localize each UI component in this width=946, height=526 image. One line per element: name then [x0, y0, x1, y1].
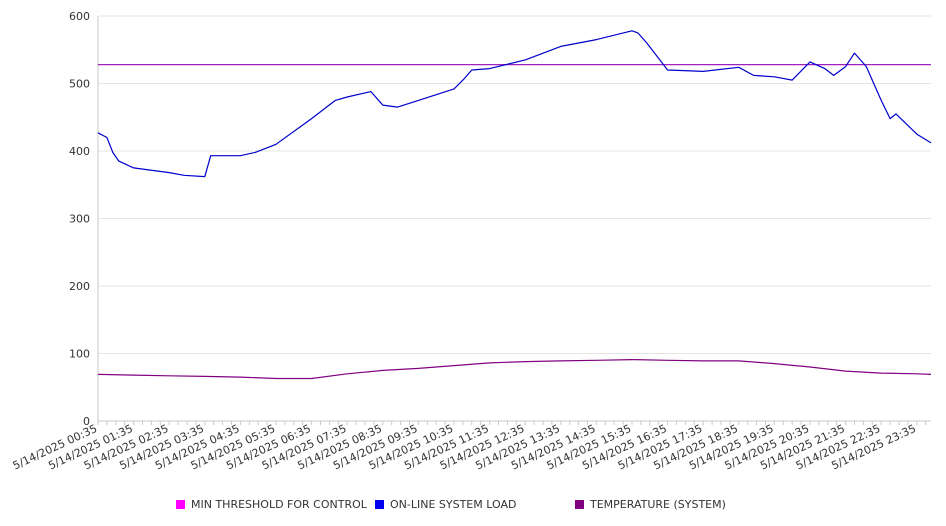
- series-lines: [97, 30, 932, 380]
- legend-label-threshold: MIN THRESHOLD FOR CONTROL: [191, 498, 367, 511]
- gridlines: [98, 15, 931, 422]
- y-tick-label-0: 0: [83, 415, 90, 428]
- axes: [97, 16, 931, 422]
- legend-swatch-load: [375, 500, 384, 509]
- series-line-temperature: [97, 359, 932, 380]
- legend-item-temperature[interactable]: TEMPERATURE (SYSTEM): [575, 498, 726, 511]
- series-line-system-load: [97, 30, 932, 178]
- legend-item-threshold[interactable]: MIN THRESHOLD FOR CONTROL: [176, 498, 367, 511]
- legend-label-load: ON-LINE SYSTEM LOAD: [390, 498, 517, 511]
- legend-swatch-temperature: [575, 500, 584, 509]
- legend: MIN THRESHOLD FOR CONTROL ON-LINE SYSTEM…: [176, 498, 916, 514]
- legend-swatch-threshold: [176, 500, 185, 509]
- y-tick-label-300: 300: [69, 213, 90, 226]
- y-axis-ticks: 0 100 200 300 400 500 600: [69, 10, 90, 428]
- y-tick-label-200: 200: [69, 280, 90, 293]
- y-tick-label-600: 600: [69, 10, 90, 23]
- y-tick-label-100: 100: [69, 348, 90, 361]
- legend-label-temperature: TEMPERATURE (SYSTEM): [590, 498, 726, 511]
- y-tick-label-400: 400: [69, 145, 90, 158]
- x-axis-ticks: 5/14/2025 00:355/14/2025 01:355/14/2025 …: [11, 421, 927, 472]
- y-tick-label-500: 500: [69, 78, 90, 91]
- legend-item-load[interactable]: ON-LINE SYSTEM LOAD: [375, 498, 516, 511]
